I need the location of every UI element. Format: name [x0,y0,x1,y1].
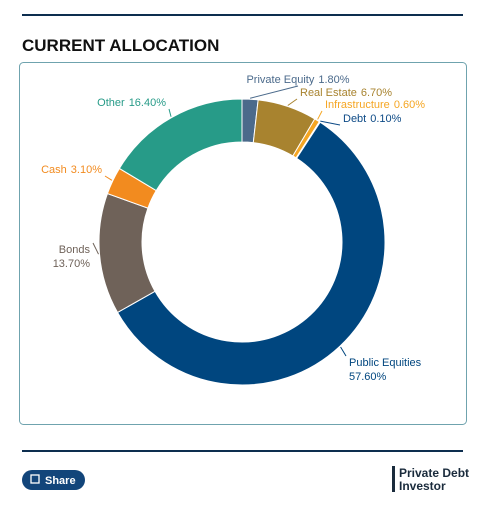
leader-line [92,242,99,255]
slice-value: 0.10% [370,113,401,125]
chart-title: CURRENT ALLOCATION [22,36,219,55]
slice-label: Cash 3.10% [41,164,102,176]
donut-slice [98,192,156,314]
logo-line: Investor [399,479,446,493]
donut-slice [118,98,243,192]
slice-label: Infrastructure 0.60% [325,99,425,111]
slice-label: Debt 0.10% [343,113,402,125]
slice-name: Cash [41,164,67,176]
leader-line [320,120,341,126]
slice-name: Debt [343,113,366,125]
slice-name: Real Estate [300,87,357,99]
slice-value: 13.70% [53,258,91,270]
slice-value: 3.10% [71,164,102,176]
chart: Private Equity 1.80%Real Estate 6.70%Infra… [41,74,425,386]
slice-label: Other 16.40% [97,97,166,109]
leader-line [317,110,323,120]
chart-frame [19,62,467,425]
leader-line [104,175,113,181]
logo-bar [392,466,395,492]
slice-label: Private Equity 1.80% [246,74,349,86]
slice-name: Bonds [59,244,91,256]
slice-label: Real Estate 6.70% [300,87,392,99]
slice-name: Infrastructure [325,99,390,111]
slice-label: Public Equities 57.60% [349,357,422,383]
logo-line: Private Debt [399,466,469,480]
leader-line [168,108,172,117]
share-label[interactable]: Share [45,475,76,487]
leader-line [340,346,347,357]
slice-value: 16.40% [129,97,167,109]
slice-value: 57.60% [349,371,387,383]
share-icon [30,474,40,484]
share-button[interactable]: Share [22,470,85,490]
leader-line [287,98,298,106]
slice-name: Private Equity [246,74,314,86]
slice-value: 1.80% [318,74,349,86]
slice-value: 6.70% [361,87,392,99]
slice-name: Other [97,97,125,109]
leader-line [250,85,299,99]
donut-slice [116,121,386,386]
slice-name: Public Equities [349,357,422,369]
slice-value: 0.60% [394,99,425,111]
slice-label: Bonds 13.70% [53,244,91,270]
